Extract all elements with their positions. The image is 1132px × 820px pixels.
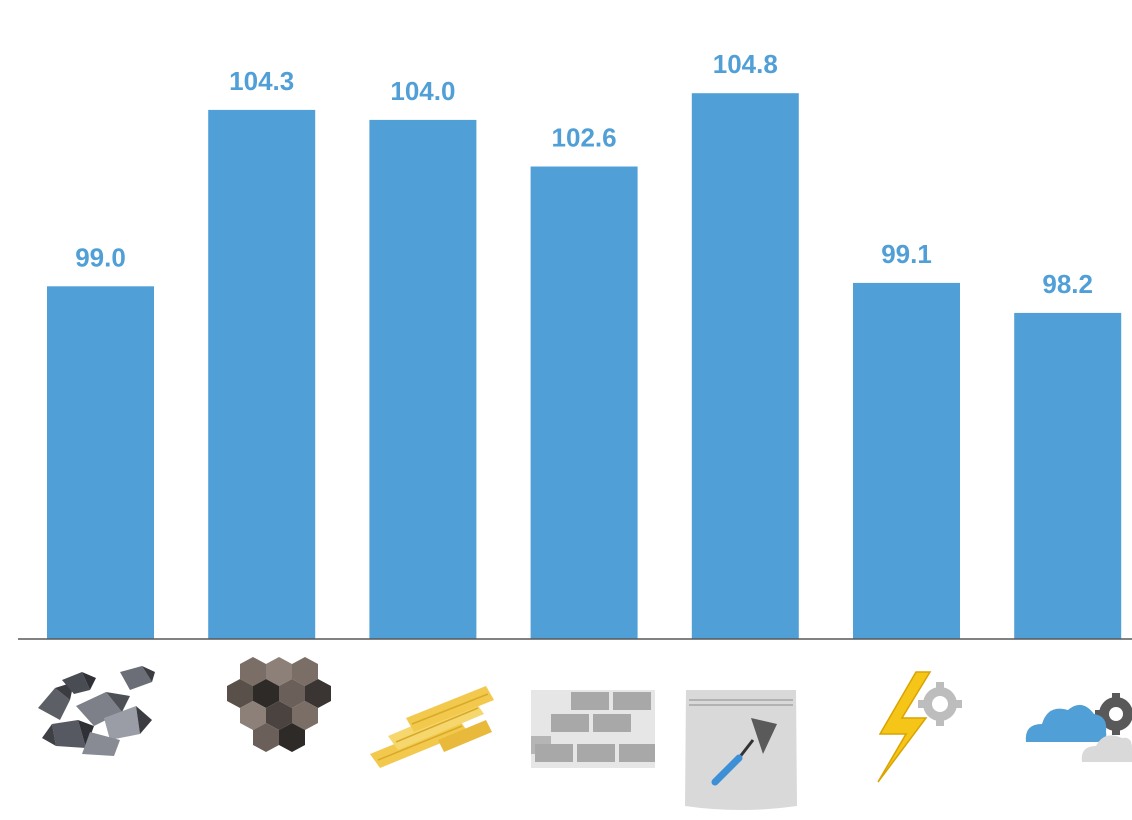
wood-planks-icon bbox=[370, 686, 494, 768]
bar-cement-bag-trowel-icon bbox=[691, 93, 799, 639]
coal-hexagon-icon bbox=[227, 657, 331, 752]
bar-electricity-gear-icon bbox=[853, 282, 960, 639]
bar-coal-hexagon-icon bbox=[208, 109, 316, 639]
cement-bag-trowel-icon bbox=[685, 690, 797, 810]
bar-stone-aggregate-icon bbox=[47, 286, 154, 639]
data-label-cloud-gear-icon: 98.2 bbox=[1042, 269, 1093, 299]
bars-layer bbox=[47, 93, 1122, 639]
data-label-bricks-icon: 102.6 bbox=[552, 123, 617, 153]
data-labels-layer: 99.0 104.3 104.0 102.6 104.8 99.1 98.2 bbox=[75, 49, 1093, 299]
electricity-gear-icon bbox=[877, 671, 962, 783]
data-label-stone-aggregate-icon: 99.0 bbox=[75, 242, 126, 272]
stone-aggregate-icon bbox=[38, 666, 155, 756]
data-label-wood-planks-icon: 104.0 bbox=[390, 76, 455, 106]
cloud-gear-icon bbox=[1025, 693, 1132, 762]
bar-bricks-icon bbox=[530, 166, 638, 639]
bar-wood-planks-icon bbox=[369, 119, 477, 639]
bricks-icon bbox=[531, 690, 655, 768]
data-label-cement-bag-trowel-icon: 104.8 bbox=[713, 49, 778, 79]
data-label-coal-hexagon-icon: 104.3 bbox=[229, 66, 294, 96]
data-label-electricity-gear-icon: 99.1 bbox=[881, 239, 932, 269]
bar-cloud-gear-icon bbox=[1014, 312, 1122, 639]
